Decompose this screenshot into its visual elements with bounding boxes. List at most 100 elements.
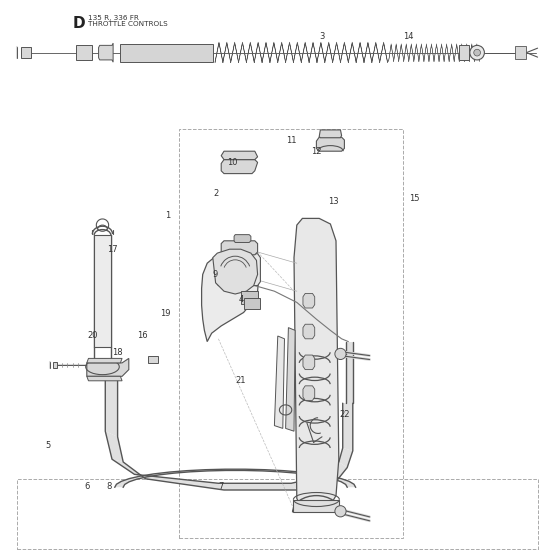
Text: 4: 4 bbox=[238, 295, 244, 304]
Circle shape bbox=[335, 348, 346, 360]
Polygon shape bbox=[319, 130, 342, 138]
Polygon shape bbox=[424, 44, 429, 62]
Polygon shape bbox=[293, 500, 339, 512]
Polygon shape bbox=[444, 44, 449, 62]
Polygon shape bbox=[115, 469, 356, 487]
Text: 11: 11 bbox=[286, 136, 296, 144]
Polygon shape bbox=[339, 448, 353, 468]
Polygon shape bbox=[105, 375, 118, 437]
Polygon shape bbox=[254, 42, 262, 63]
Polygon shape bbox=[364, 42, 372, 63]
Circle shape bbox=[474, 49, 480, 56]
Polygon shape bbox=[231, 42, 239, 63]
Polygon shape bbox=[419, 44, 424, 62]
Polygon shape bbox=[105, 431, 123, 462]
Polygon shape bbox=[316, 137, 344, 151]
Polygon shape bbox=[120, 44, 213, 62]
Polygon shape bbox=[94, 235, 111, 347]
Circle shape bbox=[470, 45, 484, 60]
Polygon shape bbox=[134, 474, 224, 490]
Text: 2: 2 bbox=[213, 189, 218, 198]
Text: 13: 13 bbox=[328, 197, 338, 206]
Polygon shape bbox=[429, 44, 434, 62]
Text: 17: 17 bbox=[107, 245, 117, 254]
Text: 3: 3 bbox=[319, 32, 325, 41]
Polygon shape bbox=[389, 44, 394, 62]
Polygon shape bbox=[348, 42, 356, 63]
Polygon shape bbox=[515, 46, 526, 59]
Polygon shape bbox=[303, 293, 315, 308]
Text: 9: 9 bbox=[213, 270, 218, 279]
Polygon shape bbox=[474, 44, 479, 62]
Polygon shape bbox=[221, 151, 258, 160]
Polygon shape bbox=[372, 42, 380, 63]
Polygon shape bbox=[346, 342, 353, 403]
Text: 15: 15 bbox=[409, 194, 419, 203]
Polygon shape bbox=[218, 483, 297, 490]
Text: 7: 7 bbox=[218, 482, 224, 491]
Polygon shape bbox=[449, 44, 454, 62]
Polygon shape bbox=[87, 376, 122, 381]
Polygon shape bbox=[246, 42, 254, 63]
Polygon shape bbox=[325, 42, 333, 63]
Polygon shape bbox=[317, 42, 325, 63]
Text: 18: 18 bbox=[113, 348, 123, 357]
Polygon shape bbox=[293, 42, 301, 63]
Polygon shape bbox=[303, 324, 315, 339]
Polygon shape bbox=[286, 328, 295, 431]
Text: 20: 20 bbox=[87, 332, 97, 340]
Bar bbox=[244, 298, 260, 309]
Polygon shape bbox=[301, 42, 309, 63]
Polygon shape bbox=[221, 241, 258, 255]
Polygon shape bbox=[303, 355, 315, 370]
Polygon shape bbox=[291, 475, 336, 490]
Polygon shape bbox=[99, 43, 113, 62]
Polygon shape bbox=[340, 42, 348, 63]
Text: 5: 5 bbox=[45, 441, 50, 450]
Bar bbox=[179, 129, 403, 538]
Polygon shape bbox=[21, 47, 31, 58]
Polygon shape bbox=[303, 386, 315, 400]
Polygon shape bbox=[53, 362, 57, 368]
Text: 21: 21 bbox=[236, 376, 246, 385]
Polygon shape bbox=[409, 44, 414, 62]
Polygon shape bbox=[87, 358, 129, 376]
Polygon shape bbox=[239, 42, 246, 63]
Bar bbox=[241, 291, 258, 304]
Text: 10: 10 bbox=[227, 158, 237, 167]
Text: 12: 12 bbox=[311, 147, 321, 156]
Text: 1: 1 bbox=[165, 211, 171, 220]
Polygon shape bbox=[215, 42, 223, 63]
Polygon shape bbox=[329, 462, 347, 482]
Polygon shape bbox=[414, 44, 419, 62]
Text: 16: 16 bbox=[138, 332, 148, 340]
Text: 19: 19 bbox=[160, 309, 170, 318]
Polygon shape bbox=[223, 42, 231, 63]
Polygon shape bbox=[262, 42, 270, 63]
Polygon shape bbox=[221, 160, 258, 174]
Polygon shape bbox=[459, 45, 469, 60]
Polygon shape bbox=[439, 44, 444, 62]
Polygon shape bbox=[356, 42, 364, 63]
Text: 6: 6 bbox=[84, 482, 90, 491]
Polygon shape bbox=[309, 42, 317, 63]
Polygon shape bbox=[343, 403, 353, 451]
Polygon shape bbox=[459, 44, 464, 62]
Polygon shape bbox=[434, 44, 439, 62]
Circle shape bbox=[335, 506, 346, 517]
Polygon shape bbox=[76, 45, 92, 60]
Polygon shape bbox=[216, 254, 260, 286]
Polygon shape bbox=[286, 42, 293, 63]
Polygon shape bbox=[333, 42, 340, 63]
Polygon shape bbox=[202, 252, 259, 342]
Text: 8: 8 bbox=[106, 482, 112, 491]
Bar bbox=[17, 479, 538, 549]
Polygon shape bbox=[234, 235, 251, 242]
Polygon shape bbox=[464, 44, 469, 62]
Text: 14: 14 bbox=[404, 32, 414, 41]
Text: 22: 22 bbox=[339, 410, 349, 419]
Text: D: D bbox=[73, 16, 86, 31]
Polygon shape bbox=[404, 44, 409, 62]
Polygon shape bbox=[394, 44, 399, 62]
Polygon shape bbox=[274, 336, 284, 428]
